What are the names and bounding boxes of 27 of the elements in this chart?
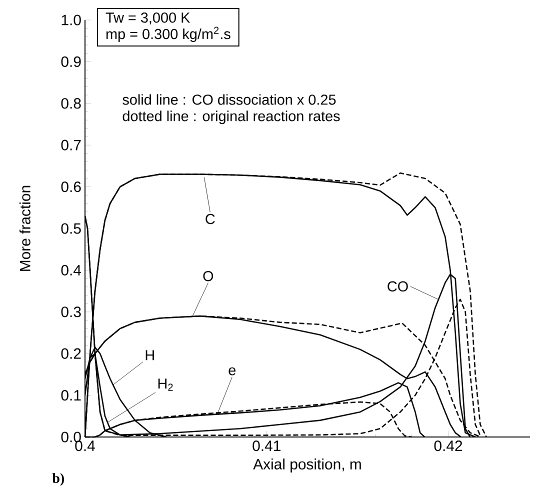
annotation: solid line : CO dissociation x 0.25 xyxy=(122,94,336,105)
x-tick-label: 0.4 xyxy=(75,440,95,452)
text: b) xyxy=(52,473,64,486)
y-tick-label: 0.7 xyxy=(61,140,81,150)
y-tick-label: 0.8 xyxy=(61,98,81,109)
y-tick-label: 0.6 xyxy=(61,182,81,192)
annotation: C xyxy=(206,214,215,224)
y-axis-title: More fraction xyxy=(19,186,30,271)
annotation: O xyxy=(203,270,214,282)
y-tick-label: 0.1 xyxy=(61,390,81,401)
x-axis-title: Axial position, m xyxy=(253,458,361,472)
y-tick-label: 0.5 xyxy=(61,223,81,234)
annotation: mp = 0.300 kg/m$^{2}$.s xyxy=(106,26,230,42)
y-tick-label: 0.3 xyxy=(61,306,81,318)
y-tick-label: 1.0 xyxy=(62,14,81,26)
annotation: H$_{2}$ xyxy=(158,378,173,391)
y-tick-label: 0.9 xyxy=(61,56,81,67)
annotation: dotted line : original reaction rates xyxy=(122,110,340,124)
annotation: Tw = 3,000 K xyxy=(106,12,190,24)
annotation: e xyxy=(228,367,236,376)
annotation: CO xyxy=(388,281,408,292)
y-tick-label: 0.0 xyxy=(61,432,81,442)
y-tick-label: 0.2 xyxy=(61,348,81,359)
annotation: H xyxy=(146,350,154,360)
y-tick-label: 0.4 xyxy=(61,264,82,276)
x-tick-label: 0.41 xyxy=(252,440,280,452)
x-tick-label: 0.42 xyxy=(434,440,462,452)
